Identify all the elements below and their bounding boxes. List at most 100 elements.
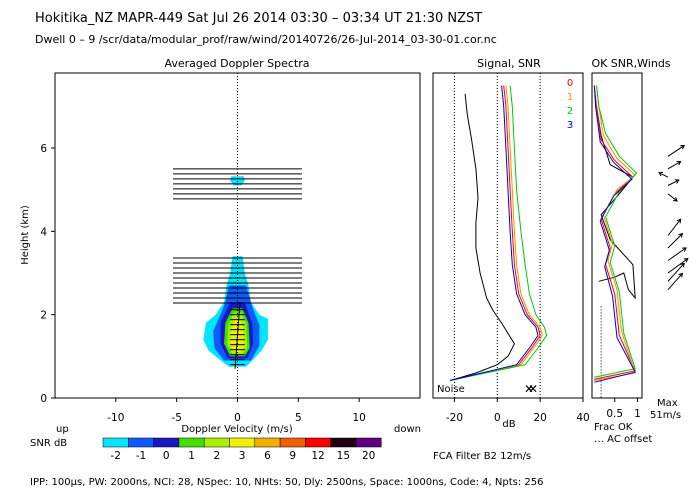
colorbar-ticks: -2 -1 0 1 2 3 6 9 12 15 20 xyxy=(110,450,375,462)
crossover-mark: ✕ xyxy=(524,382,534,396)
colorbar-tick-label: -1 xyxy=(136,450,146,462)
spectra-x-tick-label: 10 xyxy=(352,412,365,424)
frac-ok-label: Frac OK xyxy=(594,422,633,433)
velocity-trace xyxy=(234,302,241,369)
wind-vector-2 xyxy=(658,172,669,178)
winds-frame xyxy=(591,72,643,399)
colorbar-tick-label: 2 xyxy=(214,450,221,462)
colorbar-cell-7 xyxy=(279,437,306,448)
spectra-x-tick-label: 0 xyxy=(234,412,241,424)
wind-vector-8 xyxy=(667,258,689,274)
spectra-x-tick-label: -5 xyxy=(171,412,181,424)
wind-vector-7 xyxy=(667,247,687,261)
colorbar-tick-label: 1 xyxy=(188,450,195,462)
filter-label: FCA Filter B2 12m/s xyxy=(433,451,531,462)
wind-vector-head-9 xyxy=(680,262,685,268)
wind-vector-4 xyxy=(667,193,678,202)
spectra-x-ticks: -10 -5 0 5 10 xyxy=(107,398,366,424)
snr-series-2 xyxy=(449,85,548,381)
snr-x-tick-label: -20 xyxy=(446,412,463,424)
wind-vector-9 xyxy=(667,262,685,282)
winds-series-2 xyxy=(594,85,638,378)
wind-vector-head-2 xyxy=(658,171,664,177)
down-label: down xyxy=(394,424,421,435)
snr-x-tick-label: 0 xyxy=(494,412,501,424)
winds-panel: 0.5 1 0 1 2 3 Frac OK … AC offset Max 51m/s xyxy=(567,72,689,445)
wind-vector-1 xyxy=(667,161,681,170)
colorbar-cell-6 xyxy=(254,437,281,448)
colorbar-tick-label: 12 xyxy=(311,450,324,462)
colorbar-tick-label: 0 xyxy=(163,450,170,462)
snr-series-noise xyxy=(449,93,515,381)
snr-frame xyxy=(432,72,584,399)
winds-content xyxy=(593,85,638,398)
noise-label: Noise xyxy=(437,384,465,395)
snr-panel: -20 0 20 40 dB Noise ✕ ✕ xyxy=(432,72,590,430)
winds-legend-entry-1: 1 xyxy=(567,92,573,103)
colorbar-tick-label: 9 xyxy=(289,450,296,462)
max-label: Max xyxy=(657,398,678,409)
wind-vector-6 xyxy=(667,233,683,249)
up-label: up xyxy=(56,424,69,435)
snr-x-tick-label: 20 xyxy=(533,412,546,424)
wind-vector-head-5 xyxy=(676,218,682,224)
winds-title: OK SNR,Winds xyxy=(591,57,670,70)
colorbar-cell-9 xyxy=(330,437,357,448)
header-title: Hokitika_NZ MAPR-449 Sat Jul 26 2014 03:… xyxy=(35,11,482,26)
snr-series-3 xyxy=(449,85,539,381)
parameters-line: IPP: 100µs, PW: 2000ns, NCI: 28, NSpec: … xyxy=(30,477,543,488)
colorbar-cell-8 xyxy=(305,437,331,448)
winds-legend-entry-0: 0 xyxy=(567,78,573,89)
snr-series-0 xyxy=(449,85,541,381)
wind-vector-head-8 xyxy=(683,258,689,263)
snr-title: Signal, SNR xyxy=(477,57,541,70)
wind-vector-3 xyxy=(667,179,680,186)
wind-vector-head-1 xyxy=(676,161,682,166)
spectra-x-label: Doppler Velocity (m/s) xyxy=(181,424,292,435)
crossover-mark-2: ✕ xyxy=(528,382,538,396)
winds-legend: 0 1 2 3 xyxy=(567,78,573,131)
colorbar-cell-10 xyxy=(355,437,382,448)
snr-x-ticks: -20 0 20 40 xyxy=(446,398,590,424)
snr-x-tick-label: 40 xyxy=(576,412,589,424)
spectra-y-ticks: 0 2 4 6 xyxy=(40,143,55,405)
snr-series-1 xyxy=(449,85,543,381)
colorbar-tick-label: 20 xyxy=(362,450,375,462)
spectra-panel: -10 -5 0 5 10 0 2 4 6 Height (km) Doppler Veloc… xyxy=(20,72,421,435)
spectra-y-tick-label: 4 xyxy=(40,226,47,238)
spectra-y-label: Height (km) xyxy=(20,205,31,265)
colorbar-cell-4 xyxy=(203,437,230,448)
winds-legend-entry-2: 2 xyxy=(567,106,573,117)
colorbar-cell-2 xyxy=(153,437,180,448)
echo-layer-6 xyxy=(230,318,244,353)
colorbar-cell-0 xyxy=(102,437,129,448)
wind-vectors xyxy=(658,144,689,290)
winds-legend-entry-3: 3 xyxy=(567,120,573,131)
wind-vector-head-4 xyxy=(672,197,678,202)
colorbar-tick-label: 15 xyxy=(337,450,350,462)
max-value: 51m/s xyxy=(650,410,681,421)
spectra-y-tick-label: 0 xyxy=(40,393,47,405)
ac-offset-label: … AC offset xyxy=(594,434,652,445)
wind-vector-0 xyxy=(667,145,685,157)
wind-vector-head-10 xyxy=(678,272,684,278)
winds-x-ticks: 0.5 1 xyxy=(606,398,641,420)
spectra-y-tick-label: 2 xyxy=(40,310,47,322)
spectra-x-tick-label: -10 xyxy=(107,412,124,424)
colorbar-tick-label: -2 xyxy=(110,450,120,462)
spectra-x-tick-label: 5 xyxy=(295,412,302,424)
colorbar-label: SNR dB xyxy=(30,438,67,449)
wind-vector-head-0 xyxy=(680,144,686,150)
snr-colorbar: SNR dB -2 -1 0 1 2 3 6 9 12 15 20 xyxy=(30,437,382,462)
wind-vector-head-6 xyxy=(678,232,684,238)
spectra-title: Averaged Doppler Spectra xyxy=(164,57,309,70)
winds-x-tick-label: 1 xyxy=(634,408,641,420)
spectra-y-tick-label: 6 xyxy=(40,143,47,155)
colorbar-cell-5 xyxy=(229,437,256,448)
wind-vector-head-3 xyxy=(674,179,680,184)
colorbar-cell-3 xyxy=(178,437,205,448)
snr-content xyxy=(449,73,548,398)
header-subtitle: Dwell 0 – 9 /scr/data/modular_prof/raw/w… xyxy=(35,33,497,46)
spectra-content xyxy=(173,73,302,398)
